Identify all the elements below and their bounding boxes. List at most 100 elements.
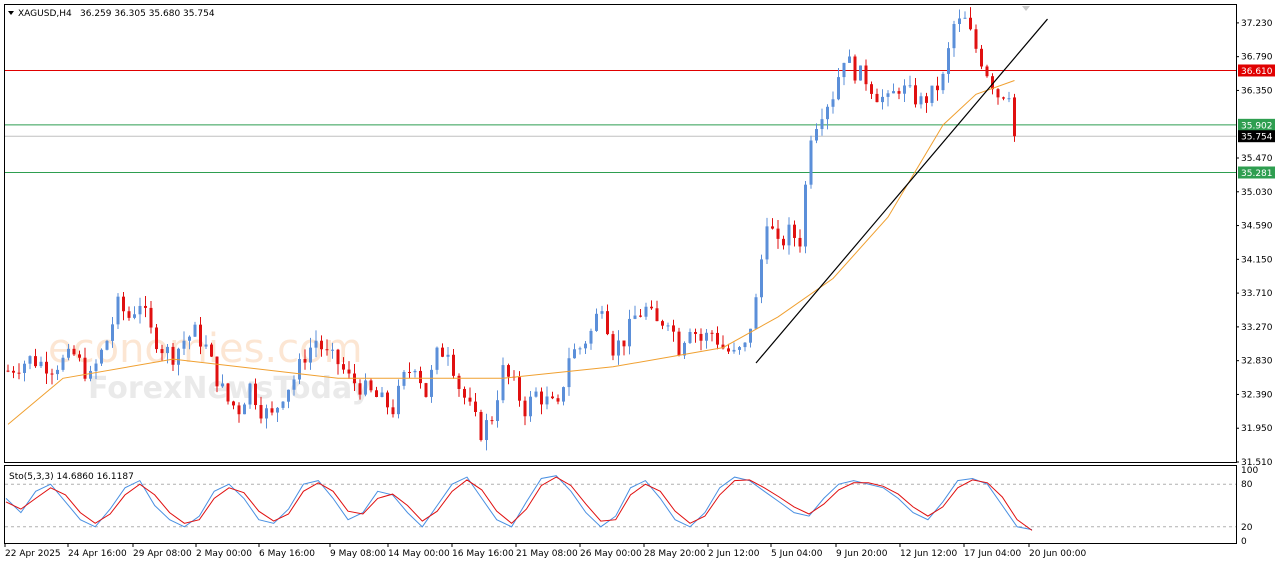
candle-body — [804, 184, 807, 247]
candle-body — [655, 308, 659, 322]
candle-body — [287, 389, 290, 402]
candle-body — [430, 369, 433, 397]
candle-body — [584, 343, 587, 349]
candle-body — [870, 84, 873, 94]
candle-body — [314, 340, 318, 348]
candle-body — [100, 349, 103, 364]
candle-body — [864, 65, 868, 85]
candle-body — [166, 346, 169, 354]
candle-body — [419, 370, 422, 384]
candle-body — [963, 17, 967, 19]
candle-body — [83, 357, 87, 379]
stochastic-signal-line — [5, 476, 1033, 531]
candle-body — [991, 76, 994, 90]
candle-body — [28, 356, 32, 364]
candle-body — [919, 96, 923, 105]
candle-body — [149, 307, 153, 328]
candle-body — [67, 348, 70, 358]
candle-body — [50, 373, 54, 375]
stochastic-layer — [5, 475, 1236, 531]
watermark-sub: ForexNewsToday — [88, 371, 371, 406]
y-tick-label: 31.950 — [1241, 424, 1273, 434]
dropdown-arrow-icon[interactable] — [8, 11, 14, 15]
candle-body — [639, 315, 642, 317]
x-tick-label: 28 May 20:00 — [644, 549, 706, 559]
candle-body — [765, 226, 769, 260]
candle-body — [809, 140, 813, 185]
candle-body — [39, 361, 43, 367]
candle-body — [815, 129, 818, 141]
x-tick-label: 20 Jun 00:00 — [1029, 549, 1086, 559]
candle-body — [34, 356, 37, 367]
y-tick-label: 35.470 — [1241, 154, 1273, 164]
candle-body — [650, 306, 653, 309]
candle-body — [408, 371, 411, 373]
candle-body — [738, 347, 741, 350]
candle-body — [600, 311, 604, 314]
candle-body — [1002, 97, 1005, 99]
candle-body — [672, 325, 675, 332]
candle-body — [105, 340, 109, 350]
stochastic-y-tick-label: 100 — [1241, 466, 1258, 476]
candle-body — [501, 365, 505, 401]
candle-body — [177, 348, 180, 365]
x-tick-label: 21 May 08:00 — [516, 549, 578, 559]
candle-body — [232, 401, 235, 406]
level-tag-resistance — [1238, 64, 1275, 77]
candle-body — [886, 93, 890, 97]
candle-body — [78, 354, 81, 358]
candle-body — [369, 380, 373, 391]
candle-body — [958, 18, 961, 25]
candle-body — [138, 305, 142, 315]
candle-body — [171, 346, 175, 365]
candle-body — [89, 370, 92, 379]
candle-body — [199, 324, 202, 347]
x-tick-label: 29 Apr 08:00 — [133, 549, 192, 559]
candle-body — [556, 398, 560, 402]
x-tick-label: 22 Apr 2025 — [5, 549, 61, 559]
candle-body — [573, 349, 576, 359]
candle-body — [534, 391, 538, 397]
candle-body — [974, 29, 978, 49]
candle-body — [193, 324, 197, 337]
candle-body — [985, 66, 989, 77]
candle-body — [303, 359, 307, 363]
candle-body — [248, 383, 252, 405]
ohlc-label: 36.259 36.305 35.680 35.754 — [80, 9, 215, 19]
candle-body — [644, 306, 648, 317]
y-tick-label: 34.150 — [1241, 255, 1273, 265]
trendline[interactable] — [755, 18, 1048, 364]
candle-body — [507, 365, 510, 377]
candle-body — [749, 328, 752, 343]
candle-body — [56, 369, 59, 375]
candle-body — [980, 48, 983, 67]
candle-body — [760, 259, 763, 298]
candle-body — [881, 96, 884, 103]
candle-body — [144, 305, 147, 308]
candle-body — [892, 91, 895, 94]
y-tick-label: 32.390 — [1241, 390, 1273, 400]
price-panel-frame — [4, 4, 1237, 463]
candle-body — [837, 77, 840, 100]
candle-body — [243, 404, 246, 415]
candle-body — [188, 336, 191, 341]
y-tick-label: 36.350 — [1241, 86, 1273, 96]
candle-body — [903, 85, 906, 94]
x-tick-label: 5 Jun 04:00 — [771, 549, 823, 559]
candle-body — [897, 91, 901, 94]
candle-body — [210, 344, 213, 357]
candle-body — [72, 348, 76, 355]
stochastic-y-tick-label: 0 — [1241, 537, 1247, 547]
level-tag-support — [1238, 166, 1275, 179]
x-tick-label: 2 Jun 12:00 — [708, 549, 760, 559]
candle-body — [160, 349, 164, 354]
candle-body — [518, 377, 521, 401]
x-tick-label: 9 Jun 20:00 — [836, 549, 888, 559]
candle-body — [567, 358, 571, 388]
candle-body — [820, 119, 824, 130]
candle-body — [523, 400, 527, 417]
candle-body — [270, 408, 274, 413]
candle-body — [204, 344, 208, 347]
candle-body — [875, 93, 879, 103]
